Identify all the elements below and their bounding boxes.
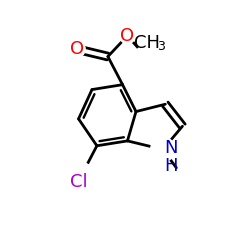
Circle shape: [151, 137, 175, 162]
Text: Cl: Cl: [70, 174, 87, 192]
Text: O: O: [70, 40, 84, 58]
Text: N: N: [165, 139, 178, 157]
Text: CH: CH: [134, 34, 160, 52]
Circle shape: [71, 163, 93, 185]
Text: H: H: [165, 157, 178, 175]
Circle shape: [135, 46, 157, 68]
Text: O: O: [120, 27, 134, 45]
Text: 3: 3: [157, 40, 165, 52]
Circle shape: [120, 28, 135, 44]
Circle shape: [70, 42, 85, 57]
